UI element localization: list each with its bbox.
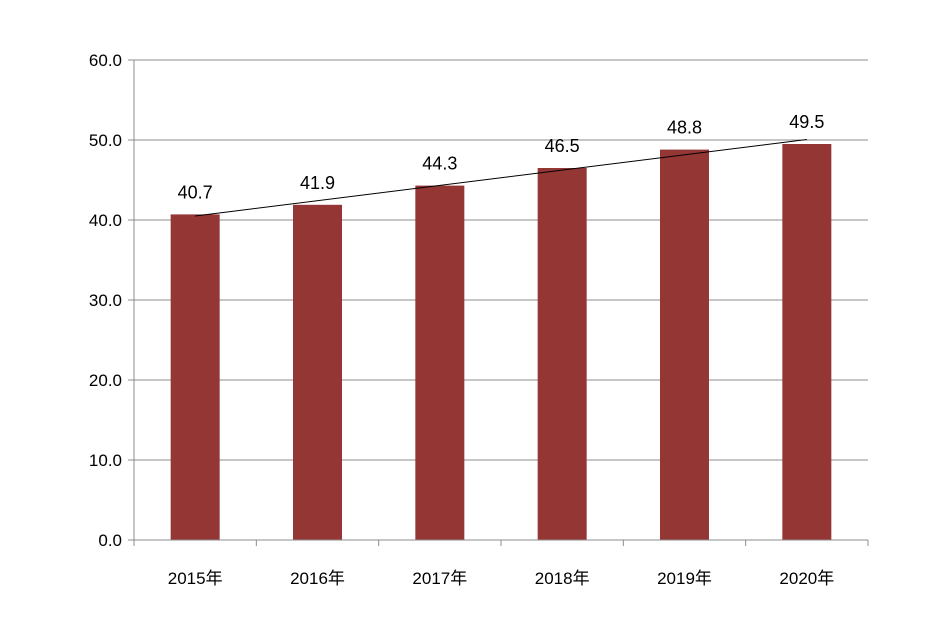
- y-tick-label: 20.0: [89, 371, 122, 390]
- bars: [170, 144, 832, 541]
- data-label: 49.5: [789, 112, 824, 132]
- x-tick-label: 2016年: [290, 569, 345, 588]
- y-tick-label: 40.0: [89, 211, 122, 230]
- data-label: 40.7: [178, 182, 213, 202]
- x-tick-label: 2019年: [657, 569, 712, 588]
- data-label: 41.9: [300, 173, 335, 193]
- bar: [537, 168, 587, 540]
- x-tick-labels: 2015年 2016年 2017年 2018年 2019年 2020年: [168, 569, 834, 588]
- x-tick-label: 2017年: [412, 569, 467, 588]
- y-tick-label: 10.0: [89, 451, 122, 470]
- x-tick-label: 2020年: [779, 569, 834, 588]
- bar: [293, 204, 342, 541]
- bar: [170, 214, 220, 540]
- y-tick-label: 60.0: [89, 51, 122, 70]
- y-tick-label: 0.0: [98, 531, 122, 550]
- data-label: 44.3: [422, 154, 457, 174]
- bar: [782, 144, 832, 540]
- trendline-group: [195, 139, 807, 217]
- trendline: [195, 139, 807, 217]
- bar: [660, 149, 709, 540]
- y-tick-label: 30.0: [89, 291, 122, 310]
- bar: [415, 185, 465, 540]
- y-tick-label: 50.0: [89, 131, 122, 150]
- y-tick-labels: 0.0 10.0 20.0 30.0 40.0 50.0 60.0: [89, 51, 122, 550]
- axes: [128, 59, 869, 546]
- x-tick-label: 2018年: [535, 569, 590, 588]
- x-tick-label: 2015年: [168, 569, 223, 588]
- gridlines: [134, 59, 868, 461]
- data-labels: 40.7 41.9 44.3 46.5 48.8 49.5: [178, 112, 825, 202]
- data-label: 48.8: [667, 118, 702, 138]
- data-label: 46.5: [545, 136, 580, 156]
